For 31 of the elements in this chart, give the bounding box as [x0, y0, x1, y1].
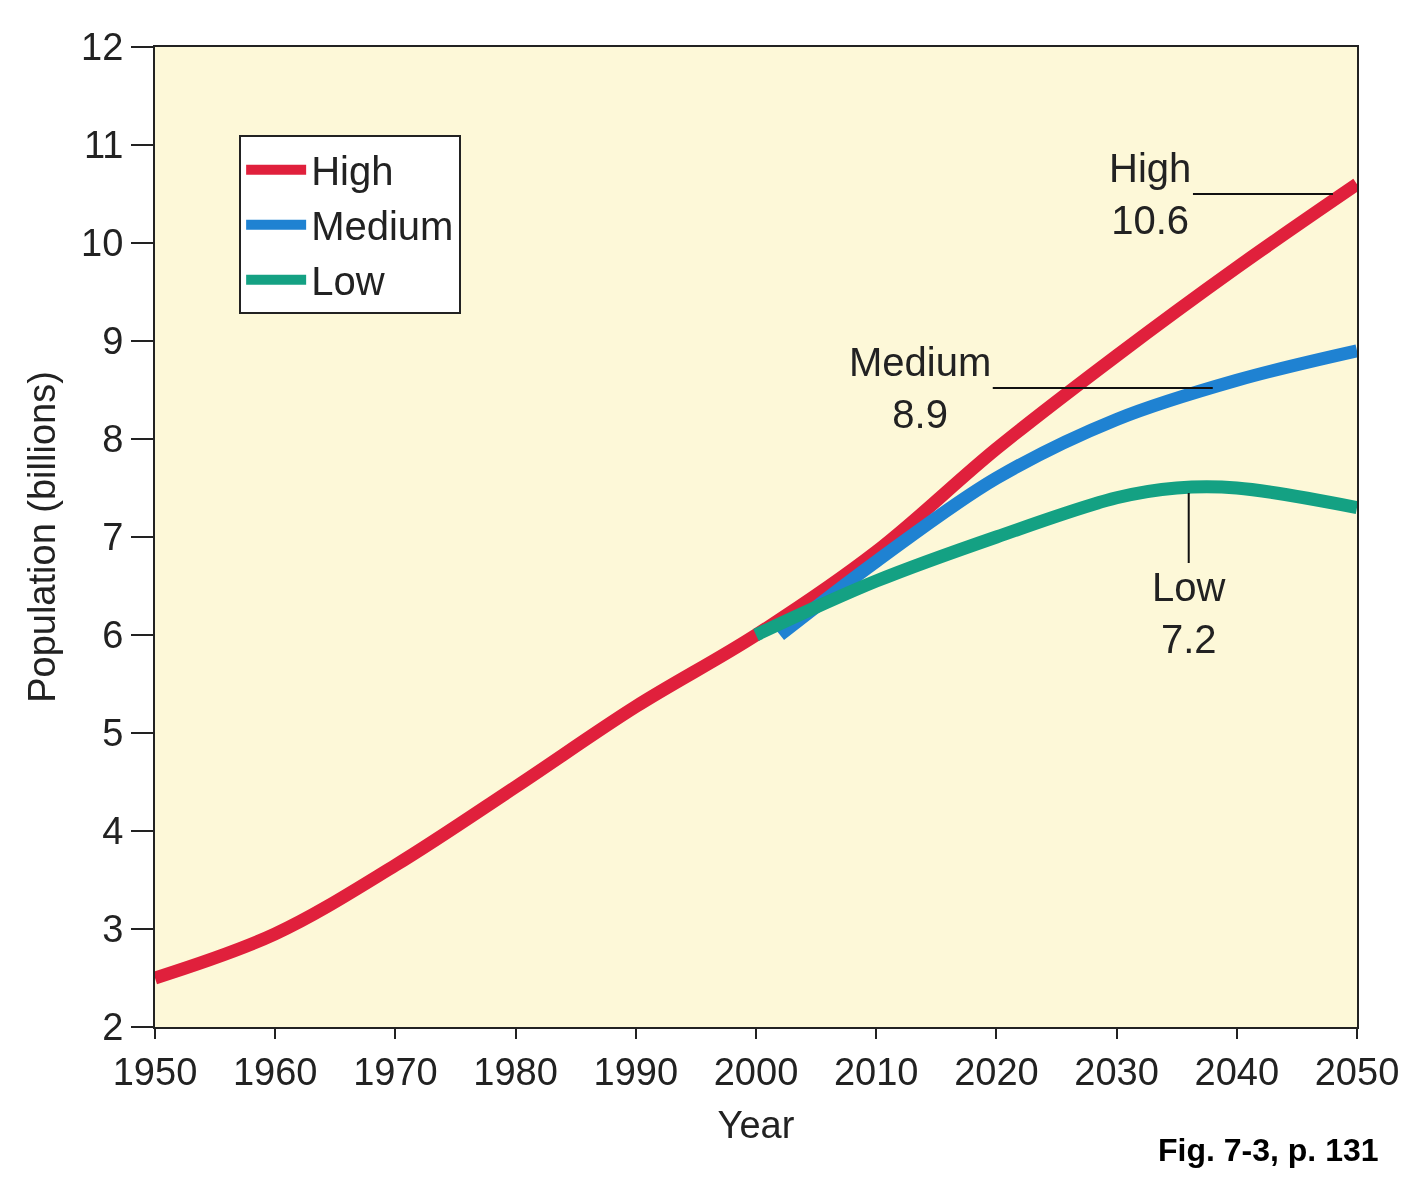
- x-tick-label: 1970: [353, 1050, 438, 1093]
- x-tick-label: 2040: [1194, 1050, 1280, 1093]
- y-tick-label: 2: [102, 1006, 124, 1049]
- x-tick-label: 2020: [954, 1050, 1039, 1093]
- y-tick-label: 11: [83, 124, 124, 167]
- y-tick-label: 12: [81, 26, 124, 69]
- x-tick-label: 1990: [593, 1050, 679, 1093]
- y-tick-label: 3: [102, 908, 124, 951]
- y-tick-label: 5: [102, 712, 124, 755]
- y-axis-title: Population (billions): [20, 371, 63, 703]
- caption: Fig. 7-3, p. 131: [1158, 1132, 1379, 1168]
- legend-label: Medium: [311, 204, 454, 249]
- x-tick-label: 1980: [473, 1050, 558, 1093]
- annotation: Low 7.2: [1152, 565, 1226, 661]
- y-tick-label: 7: [102, 516, 124, 559]
- legend-label: Low: [311, 259, 385, 304]
- x-tick-label: 2010: [833, 1050, 919, 1093]
- y-tick-label: 9: [102, 320, 124, 363]
- x-axis-title: Year: [717, 1104, 795, 1147]
- y-tick-label: 6: [102, 614, 124, 657]
- x-tick-label: 2000: [713, 1050, 799, 1093]
- annotation: Medium 8.9: [849, 340, 992, 436]
- x-tick-label: 2050: [1314, 1050, 1400, 1093]
- x-tick-label: 2030: [1074, 1050, 1159, 1093]
- annotation: High 10.6: [1109, 146, 1192, 242]
- legend-label: High: [311, 149, 394, 194]
- x-tick-label: 1960: [232, 1050, 318, 1093]
- y-tick-label: 8: [102, 418, 124, 461]
- y-tick-label: 4: [102, 810, 124, 853]
- x-tick-label: 1950: [112, 1050, 198, 1093]
- y-tick-label: 10: [81, 222, 124, 265]
